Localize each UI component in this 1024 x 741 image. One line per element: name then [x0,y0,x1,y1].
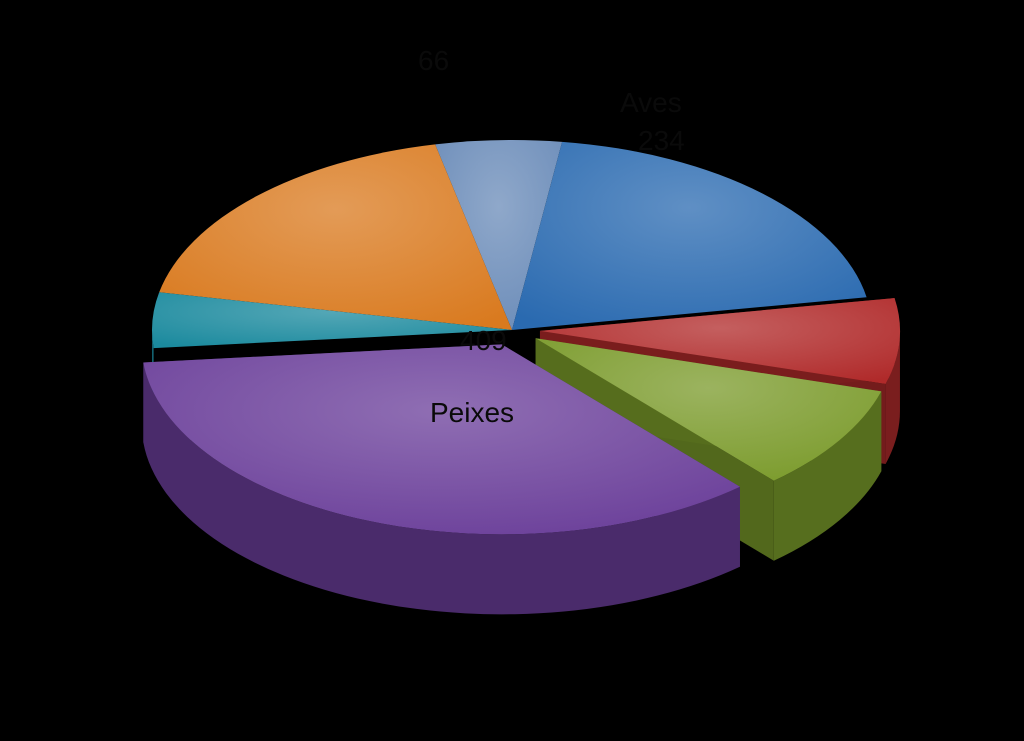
slice-value-label: 66 [418,45,449,76]
slice-category-label: Aves [620,87,682,118]
slice-category-label: Peixes [430,397,514,428]
slice-value-label: 234 [638,125,685,156]
pie-chart: Aves 234 409 Peixes 66 [0,0,1024,736]
pie-chart-svg: Aves 234 409 Peixes 66 [0,0,1024,736]
pie-slice-label: 66 [418,45,449,76]
pie-slice-top [512,142,867,330]
pie-slice-label: Aves 234 [620,87,685,156]
slice-value-label: 409 [460,325,507,356]
